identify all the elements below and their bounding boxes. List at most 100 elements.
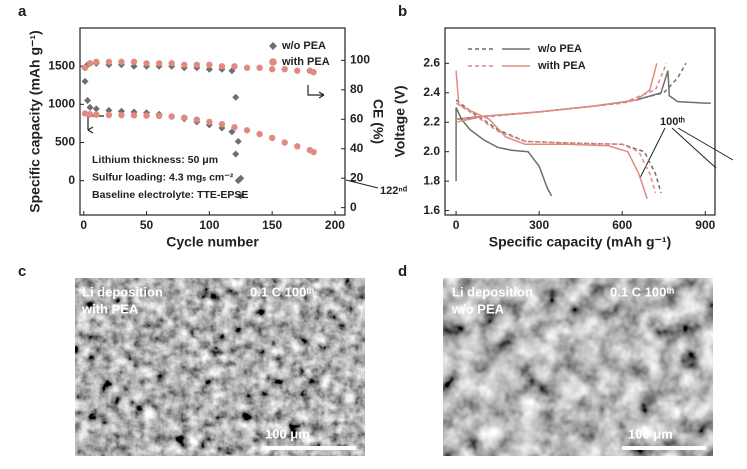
point — [155, 112, 163, 120]
x-axis-label: Specific capacity (mAh g⁻¹) — [489, 234, 671, 250]
y2-tick-label: 0 — [350, 200, 357, 214]
point — [81, 110, 89, 117]
axis-arrow — [87, 115, 104, 134]
point — [193, 116, 201, 123]
annotation: Baseline electrolyte: TTE-EPSE — [92, 189, 248, 201]
y2-tick-label: 20 — [350, 170, 364, 184]
point — [143, 112, 150, 119]
point — [231, 124, 238, 131]
point — [105, 58, 113, 66]
series-line — [455, 63, 668, 194]
point — [231, 63, 238, 70]
y-tick-label: 1500 — [48, 58, 75, 72]
legend-marker — [269, 58, 277, 66]
point — [86, 103, 94, 111]
point — [232, 150, 240, 158]
y-tick-label: 0 — [68, 173, 75, 187]
point — [130, 112, 138, 119]
y2-tick-label: 40 — [350, 141, 364, 155]
point — [168, 113, 175, 120]
point — [118, 111, 125, 119]
sem-image — [75, 278, 365, 456]
image-subtitle: w/o PEA — [451, 301, 505, 316]
plot-frame — [79, 27, 346, 216]
image-condition: 0.1 C 100ᵗʰ — [610, 284, 674, 299]
annotation: Sulfur loading: 4.3 mgₛ cm⁻² — [92, 171, 234, 183]
axis-arrow — [307, 85, 325, 99]
legend-marker — [269, 42, 277, 50]
point — [84, 97, 92, 105]
point — [243, 64, 251, 71]
point — [243, 127, 251, 134]
point — [105, 111, 113, 119]
series-line — [455, 63, 658, 200]
point — [310, 148, 317, 156]
y2-tick-label: 80 — [350, 82, 364, 96]
legend-label: w/o PEA — [281, 40, 326, 52]
point — [206, 61, 213, 69]
y-tick-label: 2.4 — [423, 85, 440, 99]
image-subtitle: with PEA — [81, 301, 139, 316]
sem-image — [443, 278, 713, 456]
image-title: Li deposition — [82, 284, 163, 299]
point — [193, 61, 201, 69]
point — [294, 143, 301, 150]
point — [130, 58, 138, 66]
panel-label: c — [18, 263, 26, 280]
point — [81, 77, 89, 85]
point — [232, 93, 240, 101]
point — [181, 61, 188, 69]
point — [281, 66, 288, 73]
point — [268, 66, 276, 73]
y-axis-label: Specific capacity (mAh g⁻¹) — [27, 30, 43, 212]
panel-label: d — [398, 263, 407, 280]
x-tick-label: 600 — [612, 218, 632, 232]
x-tick-label: 0 — [453, 218, 460, 232]
point — [256, 130, 263, 138]
point — [143, 60, 150, 67]
image-title: Li deposition — [452, 284, 533, 299]
y-tick-label: 500 — [55, 135, 75, 149]
point — [181, 114, 188, 121]
point — [155, 60, 163, 67]
point — [281, 139, 288, 146]
point — [93, 58, 100, 66]
point — [168, 60, 175, 67]
point — [206, 118, 213, 126]
legend-label: with PEA — [537, 60, 586, 72]
annotation-arrow — [639, 127, 734, 179]
image-labels: Li deposition with PEA 0.1 C 100ᵗʰ 100 μ… — [81, 284, 706, 450]
annotation: Lithium thickness: 50 μm — [92, 154, 218, 166]
plot-frame — [444, 27, 716, 216]
point — [294, 67, 301, 74]
x-tick-label: 50 — [140, 218, 154, 232]
point — [218, 63, 226, 70]
image-condition: 0.1 C 100ᵗʰ — [250, 284, 314, 299]
y-tick-label: 1.6 — [423, 203, 440, 217]
x-tick-label: 150 — [262, 218, 282, 232]
point — [86, 60, 94, 67]
y2-tick-label: 100 — [350, 53, 370, 67]
point — [268, 134, 276, 142]
x-axis-label: Cycle number — [166, 234, 259, 250]
point — [86, 111, 94, 118]
point — [81, 64, 89, 71]
point — [234, 137, 242, 145]
y-tick-label: 2.6 — [423, 56, 440, 70]
point — [310, 68, 317, 76]
scale-label: 100 μm — [628, 426, 673, 441]
annotation: 122ⁿᵈ — [380, 185, 408, 197]
point — [118, 58, 125, 66]
point — [93, 111, 100, 118]
y-tick-label: 1000 — [48, 96, 75, 110]
point — [237, 174, 245, 182]
point — [256, 64, 263, 71]
annotation-arrow — [345, 179, 379, 189]
scale-label: 100 μm — [265, 426, 310, 441]
point — [130, 62, 138, 70]
point — [237, 192, 245, 200]
point — [218, 120, 226, 128]
y-tick-label: 2.0 — [423, 144, 440, 158]
x-tick-label: 200 — [325, 218, 345, 232]
